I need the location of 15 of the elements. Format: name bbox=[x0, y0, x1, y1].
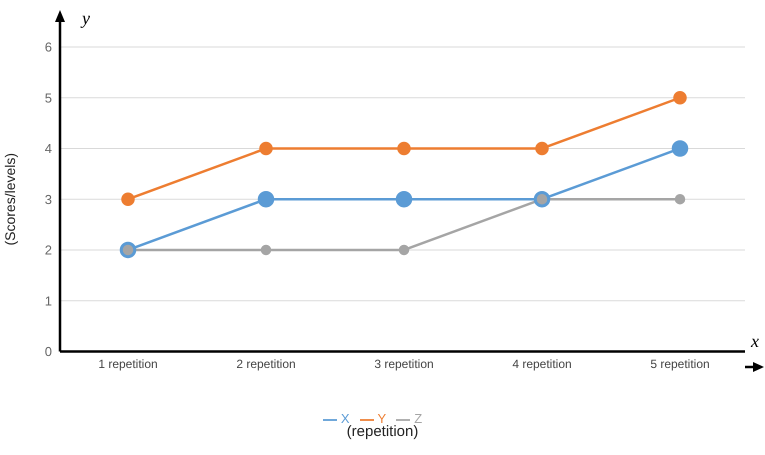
y-tick-label: 3 bbox=[44, 192, 52, 207]
x-tick-label: 4 repetition bbox=[512, 356, 572, 371]
y-tick-label: 2 bbox=[44, 242, 52, 258]
y-axis-title: (Scores/levels) bbox=[2, 152, 18, 246]
text: x bbox=[750, 331, 759, 351]
x-tick-label: 2 repetition bbox=[236, 356, 296, 371]
x-tick-label: 1 repetition bbox=[98, 356, 158, 371]
y-tick-label: 6 bbox=[44, 40, 52, 55]
y-tick-label: 4 bbox=[44, 141, 52, 156]
y-tick-label: 5 bbox=[44, 90, 52, 106]
y-tick-label: 0 bbox=[44, 344, 52, 360]
x-tick-label: 3 repetition bbox=[374, 356, 434, 371]
text: y bbox=[80, 8, 90, 28]
x-tick-label: 5 repetition bbox=[650, 356, 710, 371]
y-tick-label: 1 bbox=[44, 293, 52, 308]
